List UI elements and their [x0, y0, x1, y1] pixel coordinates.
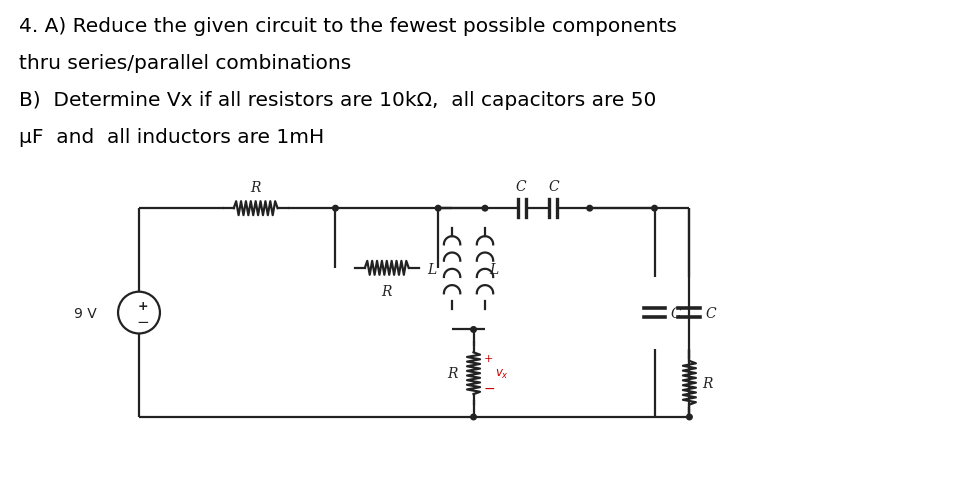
Text: −: − [484, 381, 495, 396]
Text: C: C [670, 306, 681, 320]
Circle shape [483, 206, 487, 212]
Circle shape [435, 206, 441, 212]
Circle shape [686, 414, 692, 420]
Text: C: C [516, 180, 526, 194]
Text: +: + [138, 300, 149, 312]
Text: R: R [702, 376, 713, 390]
Text: μF  and  all inductors are 1mH: μF and all inductors are 1mH [19, 127, 324, 146]
Text: R: R [251, 181, 261, 195]
Text: C: C [705, 306, 716, 320]
Text: −: − [137, 314, 150, 329]
Circle shape [586, 206, 592, 212]
Text: L: L [489, 262, 498, 276]
Text: R: R [447, 366, 457, 381]
Text: $v_x$: $v_x$ [495, 367, 510, 380]
Text: 9 V: 9 V [75, 306, 97, 320]
Circle shape [652, 206, 657, 212]
Text: thru series/parallel combinations: thru series/parallel combinations [19, 54, 352, 73]
Circle shape [471, 414, 477, 420]
Text: +: + [484, 354, 493, 363]
Circle shape [333, 206, 338, 212]
Text: L: L [427, 262, 436, 276]
Text: B)  Determine Vx if all resistors are 10kΩ,  all capacitors are 50: B) Determine Vx if all resistors are 10k… [19, 91, 656, 109]
Text: 4. A) Reduce the given circuit to the fewest possible components: 4. A) Reduce the given circuit to the fe… [19, 17, 677, 36]
Text: R: R [382, 284, 392, 298]
Text: C: C [549, 180, 559, 194]
Circle shape [471, 327, 477, 333]
